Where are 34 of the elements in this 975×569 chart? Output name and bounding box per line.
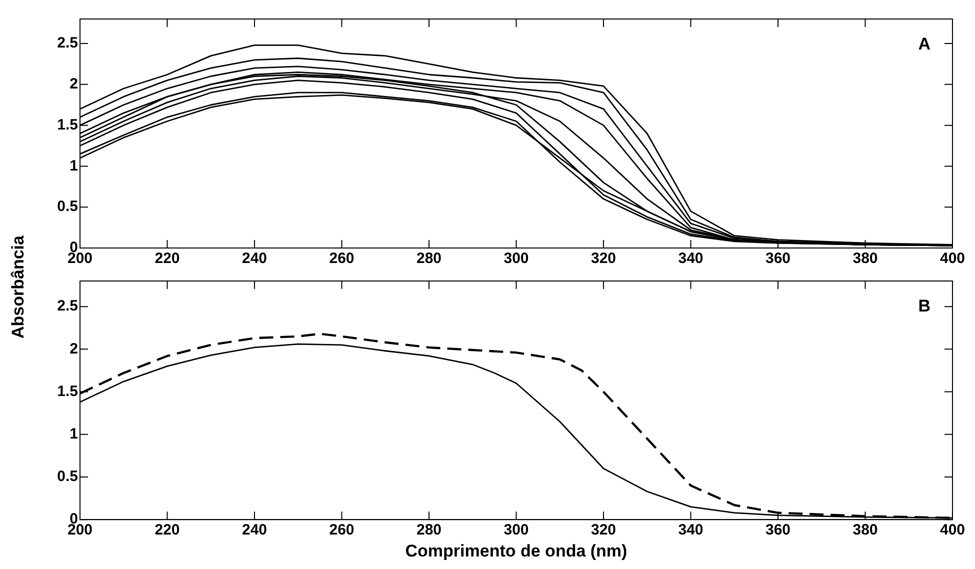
x-tick-label: 220	[154, 522, 180, 539]
x-tick-label: 360	[765, 522, 791, 539]
y-tick-label: 1	[70, 157, 78, 174]
x-tick-label: 280	[416, 522, 442, 539]
x-tick-label: 340	[678, 522, 704, 539]
x-tick-label: 380	[852, 250, 878, 268]
y-tick-label: 2.5	[57, 34, 78, 52]
x-tick-label: 380	[852, 522, 878, 539]
annotation: A	[918, 34, 930, 54]
annotation: B	[918, 296, 930, 316]
y-tick-label: 0.5	[57, 198, 78, 216]
x-tick-label: 260	[329, 250, 354, 268]
x-tick-label: 400	[940, 522, 965, 539]
x-tick-label: 320	[590, 522, 616, 539]
x-tick-label: 400	[940, 250, 965, 268]
y-tick-label: 1	[70, 426, 78, 443]
y-tick-label: 1.5	[57, 382, 78, 400]
x-tick-label: 340	[678, 250, 704, 268]
y-tick-label: 2	[70, 76, 78, 93]
x-tick-label: 240	[242, 250, 268, 268]
x-tick-label: 260	[329, 522, 354, 539]
x-tick-label: 300	[504, 250, 529, 268]
x-tick-label: 320	[590, 250, 616, 268]
y-tick-label: 1.5	[57, 116, 78, 134]
x-tick-label: 240	[242, 522, 268, 539]
x-axis-title: Comprimento de onda (nm)	[405, 541, 628, 560]
y-tick-label: 0.5	[57, 468, 78, 486]
y-tick-label: 2	[70, 340, 78, 358]
y-tick-label: 2.5	[57, 298, 78, 315]
x-tick-label: 360	[765, 250, 791, 268]
x-tick-label: 220	[154, 250, 180, 268]
y-axis-title: Absorbância	[8, 236, 28, 338]
x-tick-label: 300	[504, 522, 529, 539]
x-tick-label: 280	[416, 250, 442, 268]
